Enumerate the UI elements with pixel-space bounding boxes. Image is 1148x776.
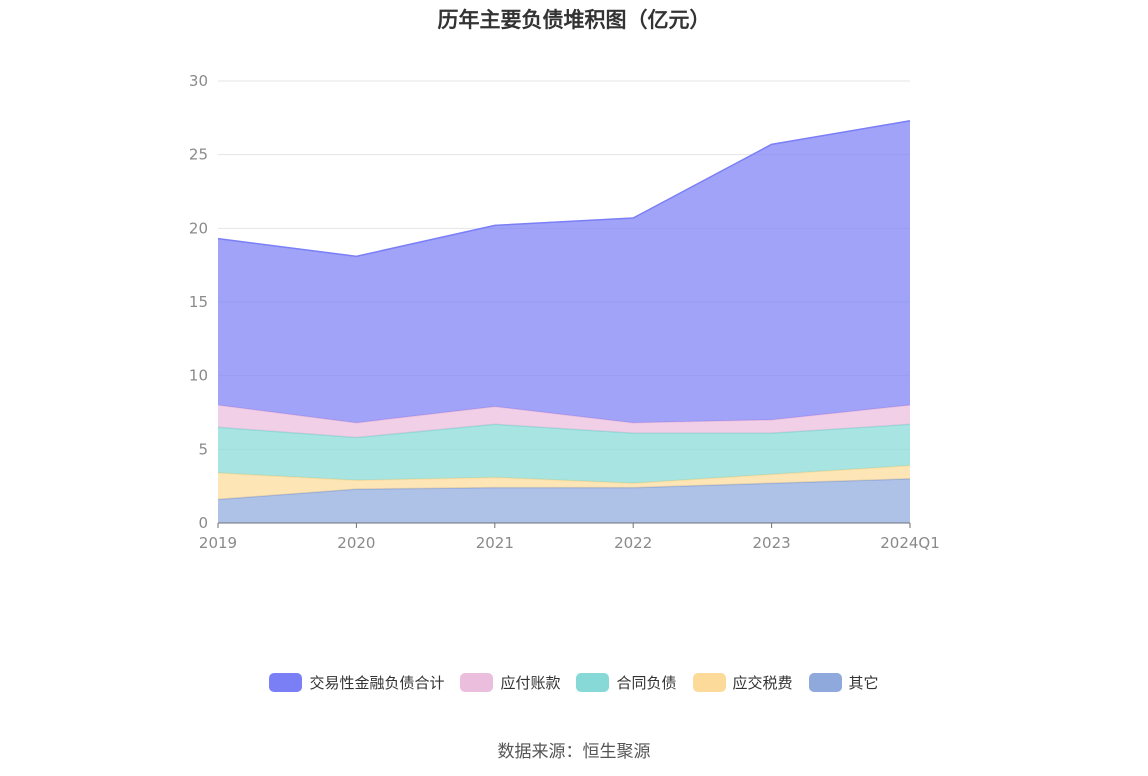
legend-swatch xyxy=(460,673,494,692)
area-series-4 xyxy=(218,120,910,423)
area-series-2 xyxy=(218,424,910,484)
legend-label: 交易性金融负债合计 xyxy=(309,674,445,692)
x-tick-label: 2024Q1 xyxy=(880,534,940,552)
series-line-4 xyxy=(217,120,911,258)
chart-title: 历年主要负债堆积图（亿元） xyxy=(437,8,711,32)
legend-label: 合同负债 xyxy=(616,674,677,692)
y-tick-label: 5 xyxy=(198,440,208,458)
y-tick-label: 10 xyxy=(189,367,208,385)
x-tick-label: 2019 xyxy=(199,534,237,552)
legend-label: 其它 xyxy=(848,674,879,692)
y-tick-label: 0 xyxy=(198,514,208,532)
area-series-3 xyxy=(218,405,910,438)
legend-item-taxes-payable[interactable]: 应交税费 xyxy=(692,672,793,693)
legend-swatch xyxy=(808,673,842,692)
legend: 交易性金融负债合计 应付账款 合同负债 应交税费 其它 xyxy=(0,672,1148,693)
area-series-0 xyxy=(218,478,910,523)
area-series xyxy=(217,120,911,523)
legend-label: 应付账款 xyxy=(500,674,561,692)
y-tick-label: 20 xyxy=(189,219,208,237)
legend-label: 应交税费 xyxy=(732,674,793,692)
data-source: 数据来源：恒生聚源 xyxy=(497,742,651,762)
legend-swatch xyxy=(576,673,610,692)
axes: 0 5 10 15 20 25 30 2019 2020 2021 2022 2023 2024Q1 xyxy=(189,72,940,552)
series-line-2 xyxy=(217,423,911,439)
y-tick-label: 15 xyxy=(189,293,208,311)
y-tick-label: 25 xyxy=(189,146,208,164)
legend-item-other[interactable]: 其它 xyxy=(808,672,879,693)
stacked-area-chart: 0 5 10 15 20 25 30 2019 2020 2021 2022 2023 2024Q1 xyxy=(189,72,940,552)
legend-item-accounts-payable[interactable]: 应付账款 xyxy=(460,672,560,693)
legend-swatch xyxy=(692,673,726,692)
area-series-1 xyxy=(218,465,910,500)
x-tick-label: 2021 xyxy=(476,534,514,552)
legend-item-trading-liabilities[interactable]: 交易性金融负债合计 xyxy=(269,672,444,693)
legend-item-contract-liabilities[interactable]: 合同负债 xyxy=(576,672,677,693)
legend-swatch xyxy=(269,673,303,692)
x-tick-label: 2022 xyxy=(614,534,652,552)
y-tick-label: 30 xyxy=(189,72,208,90)
x-tick-label: 2023 xyxy=(753,534,791,552)
x-tick-label: 2020 xyxy=(337,534,375,552)
